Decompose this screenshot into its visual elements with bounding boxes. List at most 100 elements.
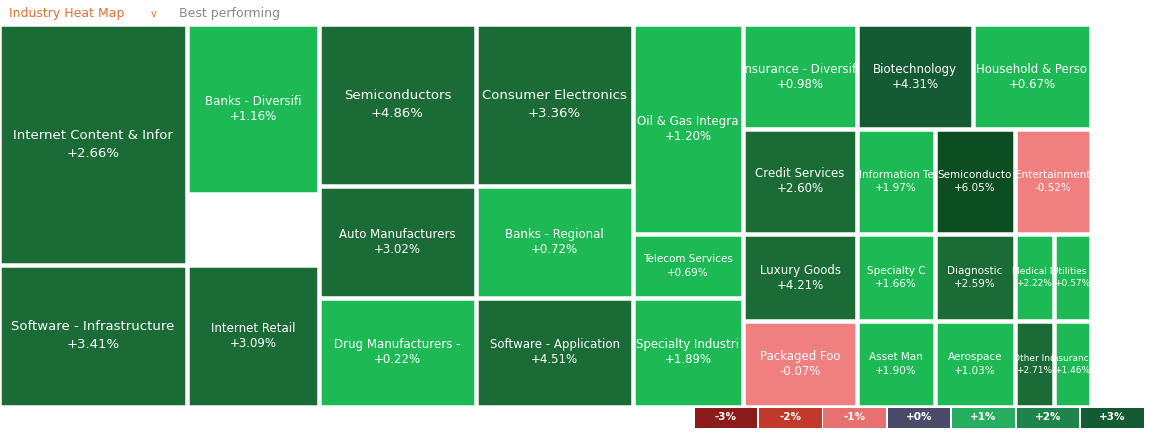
Text: Utilities -: Utilities -: [1052, 267, 1092, 276]
Text: Consumer Electronics: Consumer Electronics: [482, 89, 627, 102]
Bar: [477, 187, 632, 297]
Text: +2.60%: +2.60%: [777, 182, 823, 195]
Bar: [633, 299, 742, 406]
Text: +4.31%: +4.31%: [891, 78, 939, 90]
Text: -3%: -3%: [714, 412, 736, 423]
Text: +0.98%: +0.98%: [777, 78, 823, 90]
Bar: [1055, 323, 1090, 406]
Text: +1.66%: +1.66%: [875, 279, 917, 289]
Bar: [1055, 235, 1090, 320]
Text: +1.20%: +1.20%: [665, 130, 712, 143]
Bar: [320, 25, 475, 184]
Text: +1.90%: +1.90%: [875, 366, 917, 376]
Text: Oil & Gas Integra: Oil & Gas Integra: [637, 115, 739, 128]
Bar: [633, 25, 742, 233]
Text: +2.59%: +2.59%: [954, 279, 995, 289]
Text: +2.71%: +2.71%: [1016, 365, 1053, 375]
Text: +3.41%: +3.41%: [66, 338, 119, 351]
Text: Industry Heat Map: Industry Heat Map: [9, 6, 125, 19]
Text: Credit Services: Credit Services: [755, 168, 845, 181]
Bar: [858, 130, 934, 233]
Text: +4.51%: +4.51%: [531, 353, 578, 366]
Text: Banks - Regional: Banks - Regional: [505, 228, 603, 241]
Bar: [888, 408, 950, 428]
Text: +1%: +1%: [970, 412, 996, 423]
Text: Semiconductors: Semiconductors: [343, 89, 451, 102]
Bar: [0, 25, 186, 264]
Text: +2.22%: +2.22%: [1016, 279, 1052, 288]
Bar: [744, 25, 855, 128]
Bar: [975, 25, 1090, 128]
Text: +0.67%: +0.67%: [1008, 78, 1055, 90]
Text: Biotechnology: Biotechnology: [873, 62, 957, 75]
Text: Auto Manufacturers: Auto Manufacturers: [339, 228, 455, 241]
Bar: [744, 235, 855, 320]
Bar: [1016, 408, 1080, 428]
Text: +1.16%: +1.16%: [229, 110, 276, 123]
Text: Luxury Goods: Luxury Goods: [759, 264, 840, 277]
Bar: [744, 130, 855, 233]
Text: Entertainment: Entertainment: [1015, 170, 1091, 180]
Text: +6.05%: +6.05%: [954, 183, 995, 193]
Text: Telecom Services: Telecom Services: [643, 254, 733, 264]
Bar: [320, 299, 475, 406]
Text: v: v: [150, 9, 156, 19]
Text: Internet Content & Infor: Internet Content & Infor: [13, 129, 173, 142]
Text: Aerospace: Aerospace: [948, 352, 1002, 362]
Text: Asset Man: Asset Man: [869, 352, 922, 362]
Bar: [1016, 130, 1090, 233]
Text: Insurance: Insurance: [1051, 354, 1095, 362]
Text: Best performing: Best performing: [179, 6, 280, 19]
Text: +0%: +0%: [906, 412, 932, 423]
Text: +4.21%: +4.21%: [777, 279, 823, 292]
Text: Other Ind: Other Ind: [1013, 354, 1055, 362]
Text: Internet Retail: Internet Retail: [210, 322, 295, 335]
Text: Software - Application: Software - Application: [489, 338, 620, 351]
Text: +1.03%: +1.03%: [954, 366, 995, 376]
Text: Drug Manufacturers -: Drug Manufacturers -: [334, 338, 461, 351]
Bar: [477, 25, 632, 184]
Text: +1.89%: +1.89%: [665, 353, 712, 366]
Text: -0.52%: -0.52%: [1035, 183, 1072, 193]
Bar: [1016, 323, 1053, 406]
Text: +2.66%: +2.66%: [67, 147, 119, 160]
Bar: [1081, 408, 1143, 428]
Text: Banks - Diversifi: Banks - Diversifi: [205, 95, 302, 108]
Text: +3.36%: +3.36%: [528, 107, 581, 120]
Bar: [936, 235, 1014, 320]
Text: +4.86%: +4.86%: [371, 107, 424, 120]
Bar: [0, 266, 186, 406]
Text: +0.22%: +0.22%: [373, 353, 421, 366]
Text: Packaged Foo: Packaged Foo: [759, 350, 840, 363]
Bar: [953, 408, 1015, 428]
Text: Medical D: Medical D: [1013, 267, 1057, 276]
Bar: [188, 25, 318, 193]
Text: -1%: -1%: [844, 412, 866, 423]
Text: -0.07%: -0.07%: [779, 365, 821, 378]
Bar: [858, 323, 934, 406]
Text: +0.69%: +0.69%: [667, 268, 709, 278]
Text: +1.97%: +1.97%: [875, 183, 917, 193]
Bar: [633, 235, 742, 297]
Text: +0.57%: +0.57%: [1054, 279, 1090, 288]
Text: Specialty C: Specialty C: [867, 266, 925, 276]
Bar: [477, 299, 632, 406]
Bar: [858, 235, 934, 320]
Bar: [823, 408, 885, 428]
Bar: [744, 323, 855, 406]
Text: Household & Perso: Household & Perso: [977, 62, 1088, 75]
Text: +1.46%: +1.46%: [1054, 365, 1090, 375]
Text: Information Te: Information Te: [859, 170, 933, 180]
Text: +3.09%: +3.09%: [230, 337, 276, 350]
Bar: [758, 408, 822, 428]
Text: +0.72%: +0.72%: [531, 242, 578, 255]
Text: Software - Infrastructure: Software - Infrastructure: [12, 320, 175, 333]
Bar: [695, 408, 757, 428]
Bar: [1016, 235, 1053, 320]
Bar: [858, 25, 972, 128]
Bar: [188, 266, 318, 406]
Bar: [936, 323, 1014, 406]
Bar: [320, 187, 475, 297]
Text: +3%: +3%: [1099, 412, 1126, 423]
Text: +2%: +2%: [1035, 412, 1061, 423]
